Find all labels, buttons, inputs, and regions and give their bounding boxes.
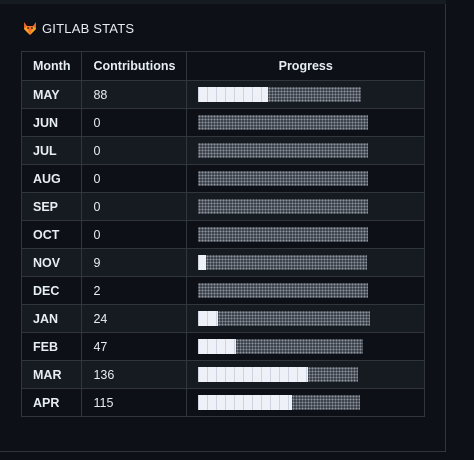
month-cell: APR — [20, 388, 83, 417]
progress-cell — [186, 220, 425, 249]
progress-bar — [198, 339, 416, 354]
progress-cell — [186, 80, 425, 109]
table-row: JUL 0 — [20, 136, 425, 165]
table-row: MAY 88 — [20, 80, 425, 109]
progress-cell — [186, 192, 425, 221]
progress-bar — [198, 395, 416, 410]
progress-bar-remainder — [292, 395, 361, 410]
progress-bar-remainder — [198, 171, 369, 186]
panel-header: GITLAB STATS — [22, 18, 134, 38]
month-cell: FEB — [20, 332, 83, 361]
table-row: JUN 0 — [20, 108, 425, 137]
contributions-cell: 0 — [81, 108, 188, 137]
progress-bar-fill — [198, 395, 293, 410]
stats-table: Month Contributions Progress MAY 88 JUN 0 JU… — [20, 51, 425, 417]
contributions-cell: 24 — [81, 304, 188, 333]
progress-cell — [186, 276, 425, 305]
progress-cell — [186, 136, 425, 165]
contributions-cell: 47 — [81, 332, 188, 361]
progress-cell — [186, 304, 425, 333]
table-row: OCT 0 — [20, 220, 425, 249]
progress-bar — [198, 311, 416, 326]
panel-title: GITLAB STATS — [42, 20, 135, 36]
progress-bar — [198, 283, 416, 298]
progress-bar-remainder — [218, 311, 371, 326]
progress-bar — [198, 227, 416, 242]
progress-cell — [186, 108, 425, 137]
month-cell: SEP — [20, 192, 83, 221]
contributions-cell: 0 — [81, 136, 188, 165]
progress-bar-fill — [198, 339, 237, 354]
table-row: FEB 47 — [20, 332, 425, 361]
column-header-month: Month — [20, 51, 83, 81]
progress-bar-remainder — [236, 339, 364, 354]
progress-cell — [186, 360, 425, 389]
table-row: JAN 24 — [20, 304, 425, 333]
contributions-cell: 0 — [81, 192, 188, 221]
progress-bar-remainder — [198, 227, 369, 242]
month-cell: MAR — [20, 360, 83, 389]
progress-cell — [186, 388, 425, 417]
contributions-cell: 88 — [81, 80, 188, 109]
progress-bar-remainder — [206, 255, 368, 270]
month-cell: MAY — [20, 80, 83, 109]
progress-bar-fill — [198, 255, 207, 270]
progress-bar-remainder — [308, 367, 359, 382]
progress-bar-remainder — [198, 199, 369, 214]
contributions-cell: 2 — [81, 276, 188, 305]
month-cell: JUL — [20, 136, 83, 165]
month-cell: JAN — [20, 304, 83, 333]
progress-cell — [186, 332, 425, 361]
contributions-cell: 9 — [81, 248, 188, 277]
contributions-cell: 0 — [81, 164, 188, 193]
month-cell: JUN — [20, 108, 83, 137]
contributions-cell: 0 — [81, 220, 188, 249]
progress-bar-remainder — [198, 283, 369, 298]
table-row: MAR 136 — [20, 360, 425, 389]
stats-panel: GITLAB STATS Month Contributions Progres… — [0, 0, 446, 452]
contributions-cell: 115 — [81, 388, 188, 417]
contributions-cell: 136 — [81, 360, 188, 389]
progress-bar-remainder — [268, 87, 362, 102]
progress-cell — [186, 164, 425, 193]
progress-bar — [198, 255, 416, 270]
month-cell: NOV — [20, 248, 83, 277]
progress-bar-fill — [198, 87, 269, 102]
progress-bar-remainder — [198, 115, 369, 130]
gitlab-fox-icon — [22, 20, 38, 36]
table-row: NOV 9 — [20, 248, 425, 277]
progress-bar — [198, 115, 416, 130]
table-row: APR 115 — [20, 388, 425, 417]
column-header-progress: Progress — [186, 51, 425, 81]
progress-bar — [198, 87, 416, 102]
month-cell: AUG — [20, 164, 83, 193]
month-cell: OCT — [20, 220, 83, 249]
progress-bar — [198, 143, 416, 158]
progress-bar-fill — [198, 311, 219, 326]
progress-cell — [186, 248, 425, 277]
table-header-row: Month Contributions Progress — [20, 51, 425, 81]
table-row: AUG 0 — [20, 164, 425, 193]
table-row: DEC 2 — [20, 276, 425, 305]
column-header-contributions: Contributions — [81, 51, 188, 81]
table-row: SEP 0 — [20, 192, 425, 221]
progress-bar — [198, 367, 416, 382]
month-cell: DEC — [20, 276, 83, 305]
progress-bar-remainder — [198, 143, 369, 158]
progress-bar-fill — [198, 367, 309, 382]
progress-bar — [198, 171, 416, 186]
top-border — [0, 0, 446, 4]
progress-bar — [198, 199, 416, 214]
